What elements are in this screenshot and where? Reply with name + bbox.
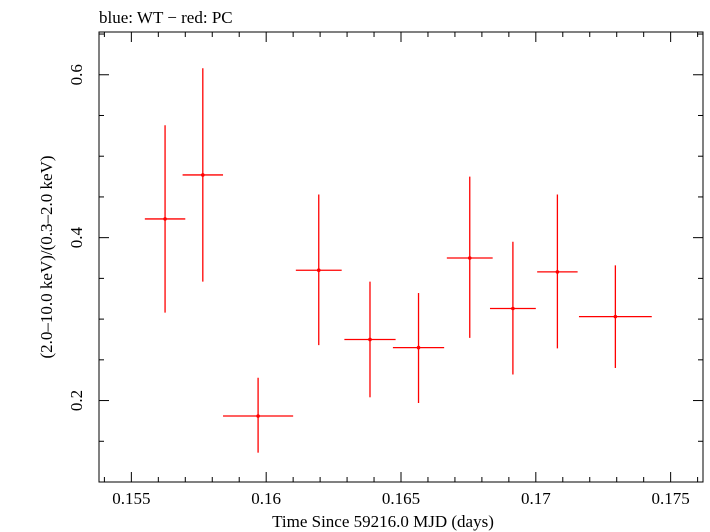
point-marker bbox=[613, 314, 618, 319]
data-point bbox=[144, 125, 186, 313]
point-marker bbox=[256, 414, 260, 418]
data-point bbox=[392, 293, 445, 403]
y-tick-label: 0.2 bbox=[67, 390, 86, 411]
point-marker bbox=[555, 270, 560, 274]
x-tick-label: 0.155 bbox=[112, 489, 150, 508]
x-axis-ticks: 0.155 0.16 0.165 0.17 0.175 bbox=[103, 32, 699, 508]
point-marker bbox=[416, 345, 421, 350]
data-point bbox=[489, 241, 536, 375]
x-axis-label: Time Since 59216.0 MJD (days) bbox=[272, 512, 494, 531]
point-marker bbox=[511, 306, 515, 311]
data-point bbox=[223, 377, 294, 453]
x-tick-label: 0.16 bbox=[251, 489, 281, 508]
y-axis-ticks: 0.2 0.4 0.6 bbox=[67, 33, 703, 483]
data-point bbox=[182, 68, 224, 282]
y-tick-label: 0.4 bbox=[67, 227, 86, 249]
point-marker bbox=[316, 268, 321, 273]
data-points bbox=[144, 68, 652, 453]
data-point bbox=[446, 176, 493, 338]
point-marker bbox=[163, 217, 167, 221]
point-marker bbox=[368, 337, 372, 342]
plot-frame bbox=[98, 31, 704, 483]
x-tick-label: 0.175 bbox=[652, 489, 690, 508]
data-point bbox=[537, 194, 578, 349]
chart-title: blue: WT − red: PC bbox=[99, 8, 233, 27]
point-marker bbox=[201, 173, 205, 177]
data-point bbox=[295, 194, 342, 346]
y-axis-label: (2.0–10.0 keV)/(0.3–2.0 keV) bbox=[37, 155, 56, 358]
data-point bbox=[344, 281, 396, 398]
x-tick-label: 0.165 bbox=[382, 489, 420, 508]
x-tick-label: 0.17 bbox=[521, 489, 551, 508]
point-marker bbox=[467, 256, 472, 260]
data-point bbox=[578, 265, 652, 368]
y-tick-label: 0.6 bbox=[67, 64, 86, 85]
